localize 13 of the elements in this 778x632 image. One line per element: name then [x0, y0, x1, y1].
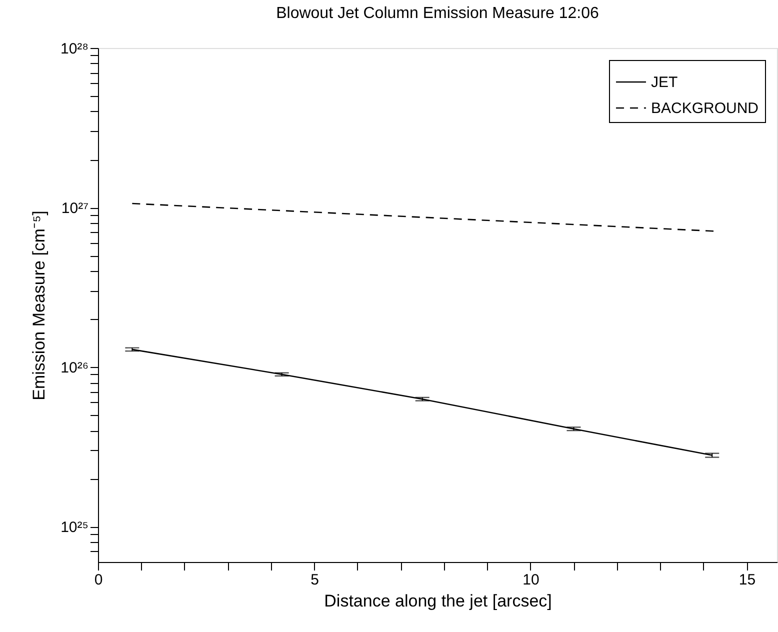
x-tick-label: 15 — [738, 572, 756, 588]
y-tick-label: 10²⁷ — [61, 200, 88, 218]
chart-title: Blowout Jet Column Emission Measure 12:06 — [276, 5, 600, 22]
legend-label: JET — [651, 74, 678, 91]
y-tick-label: 10²⁸ — [60, 40, 88, 58]
x-tick-label: 0 — [94, 572, 103, 588]
y-tick-label: 10²⁶ — [60, 360, 88, 377]
y-axis-title: Emission Measure [cm⁻⁵] — [29, 210, 48, 400]
x-axis-title: Distance along the jet [arcsec] — [324, 592, 552, 610]
x-tick-label: 10 — [522, 572, 540, 588]
legend-label: BACKGROUND — [651, 100, 759, 117]
x-tick-label: 5 — [310, 572, 319, 588]
y-tick-label: 10²⁵ — [60, 519, 88, 536]
